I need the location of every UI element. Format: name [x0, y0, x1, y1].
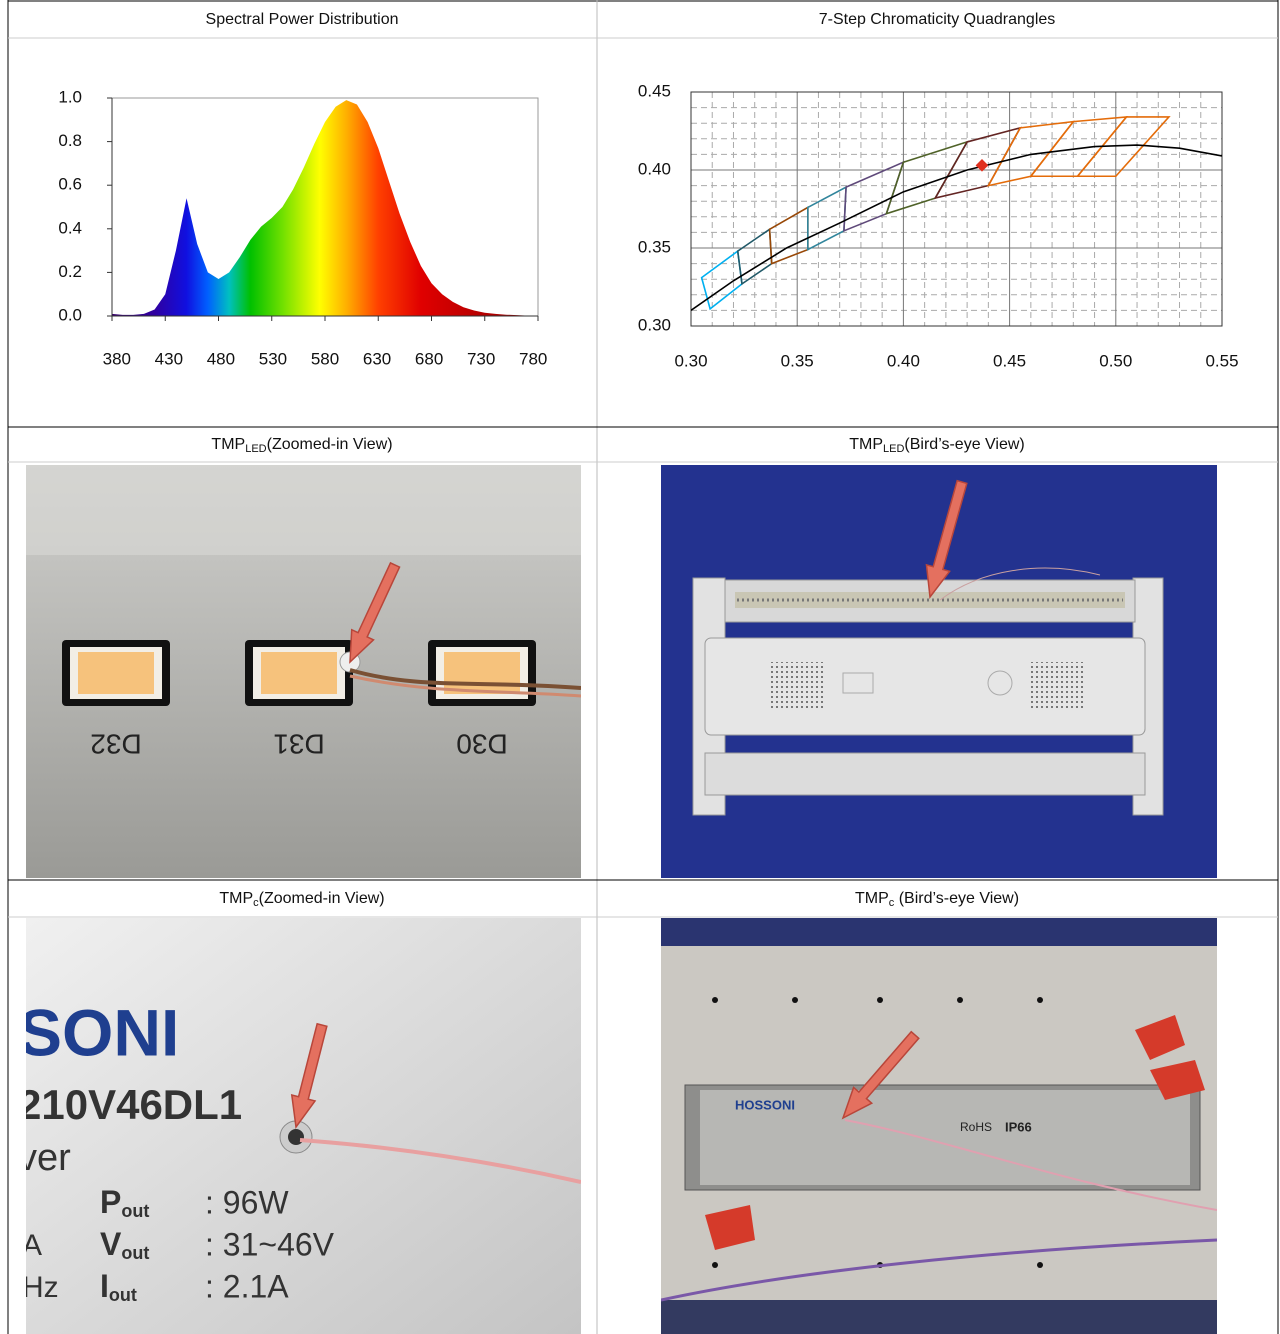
x-tick-label: 0.30	[674, 351, 707, 370]
cell-title: TMPc(Zoomed-in View)	[219, 890, 384, 909]
spec-symbol: I	[100, 1268, 109, 1304]
led-phosphor	[78, 652, 154, 694]
x-tick-label: 0.55	[1205, 351, 1238, 370]
bottom-bar	[705, 753, 1145, 795]
x-tick-label: 0.50	[1099, 351, 1132, 370]
title-main: TMP	[849, 436, 883, 453]
x-tick-label: 0.40	[887, 351, 920, 370]
spec-subscript: out	[121, 1201, 149, 1221]
title-rest: (Bird’s-eye View)	[904, 436, 1024, 453]
led-label: D30	[456, 729, 507, 760]
x-tick-label: 730	[467, 349, 495, 368]
led-phosphor	[261, 652, 337, 694]
title-main: TMP	[855, 890, 889, 907]
screw-hole	[1037, 1262, 1043, 1268]
cell-title: TMPLED(Zoomed-in View)	[211, 436, 392, 455]
screw-hole	[957, 997, 963, 1003]
board-shade	[26, 465, 581, 555]
led-label: D31	[273, 729, 324, 760]
cell-title: TMPLED(Bird’s-eye View)	[849, 436, 1025, 455]
label-spec-value: : 2.1A	[205, 1268, 289, 1304]
x-tick-label: 630	[363, 349, 391, 368]
label-text: A	[22, 1229, 42, 1262]
y-tick-label: 0.35	[638, 237, 671, 256]
title-rest: (Zoomed-in View)	[259, 890, 385, 907]
title-subscript: LED	[245, 443, 266, 455]
thermocouple-bead	[288, 1129, 304, 1145]
driver-mark: RoHS	[960, 1120, 992, 1134]
screw-hole	[712, 1262, 718, 1268]
title-main: TMP	[211, 436, 245, 453]
y-tick-label: 0.6	[58, 175, 82, 194]
y-tick-label: 0.8	[58, 131, 82, 150]
y-tick-label: 0.4	[58, 218, 82, 237]
top-band	[661, 918, 1217, 946]
label-spec-value: : 31~46V	[205, 1226, 335, 1262]
spec-subscript: out	[109, 1285, 137, 1305]
quadrangle	[808, 187, 846, 249]
page: {"chart_data": [ {"type": "area", "title…	[0, 0, 1280, 1334]
label-spec-value: : 96W	[205, 1184, 289, 1220]
cell-title: 7-Step Chromaticity Quadrangles	[819, 11, 1056, 28]
y-tick-label: 1.0	[58, 87, 82, 106]
title-rest: (Zoomed-in View)	[267, 436, 393, 453]
x-tick-label: 780	[519, 349, 547, 368]
label-text: SONI	[18, 995, 179, 1069]
x-tick-label: 430	[155, 349, 183, 368]
label-text: Hz	[22, 1271, 59, 1304]
title-rest: (Bird’s-eye View)	[894, 890, 1019, 907]
spec-subscript: out	[121, 1243, 149, 1263]
driver-brand: HOSSONI	[735, 1097, 795, 1112]
quadrangle	[886, 142, 967, 214]
title-main: TMP	[219, 890, 253, 907]
cell-title: Spectral Power Distribution	[206, 11, 399, 28]
quadrangle	[935, 128, 1020, 198]
screw-hole	[712, 997, 718, 1003]
cell-title: TMPc (Bird’s-eye View)	[855, 890, 1019, 909]
plot-frame	[691, 92, 1222, 326]
x-tick-label: 0.45	[993, 351, 1026, 370]
vent	[768, 662, 823, 708]
y-tick-label: 0.40	[638, 159, 671, 178]
bottom-band	[661, 1300, 1217, 1334]
x-tick-label: 380	[103, 349, 131, 368]
screw-hole	[792, 997, 798, 1003]
label-text: 210V46DL1	[18, 1081, 242, 1128]
x-tick-label: 480	[207, 349, 235, 368]
led-label: D32	[90, 729, 141, 760]
led-phosphor	[444, 652, 520, 694]
y-tick-label: 0.0	[58, 305, 82, 324]
y-tick-label: 0.30	[638, 315, 671, 334]
driver-mark: IP66	[1005, 1119, 1032, 1134]
spec-symbol: V	[100, 1226, 122, 1262]
x-tick-label: 580	[311, 349, 339, 368]
x-tick-label: 680	[415, 349, 443, 368]
x-tick-label: 0.35	[781, 351, 814, 370]
y-tick-label: 0.45	[638, 81, 671, 100]
x-tick-label: 530	[259, 349, 287, 368]
document-table: Spectral Power Distribution 7-Step Chrom…	[0, 0, 1280, 1334]
label-text: ver	[18, 1137, 71, 1179]
title-subscript: LED	[883, 443, 904, 455]
screw-hole	[1037, 997, 1043, 1003]
vent	[1030, 662, 1085, 708]
y-tick-label: 0.2	[58, 262, 82, 281]
spectrum-area	[112, 100, 538, 316]
spec-symbol: P	[100, 1184, 121, 1220]
screw-hole	[877, 997, 883, 1003]
